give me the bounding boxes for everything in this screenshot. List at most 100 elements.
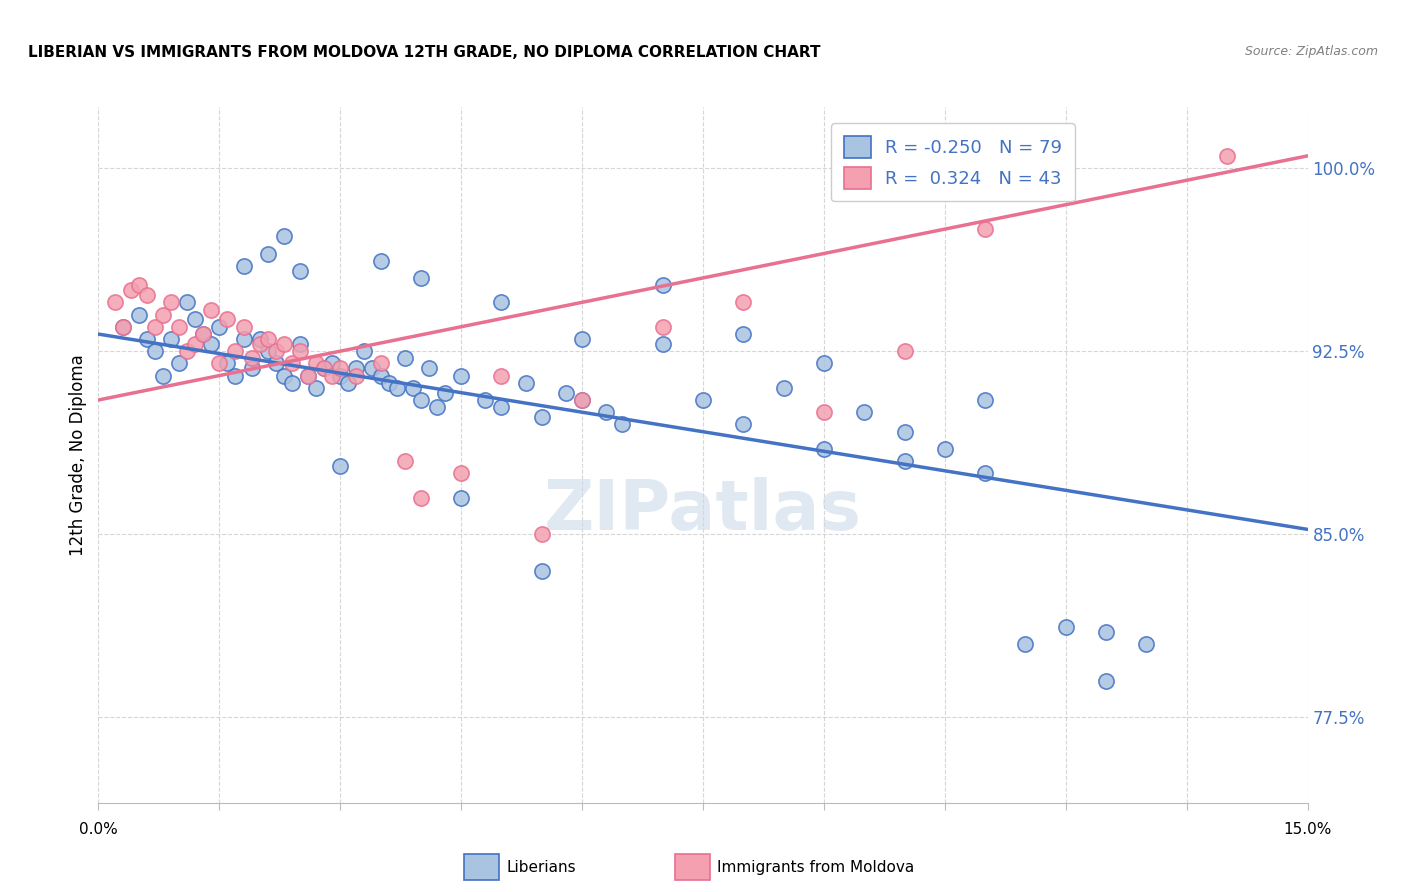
Point [733, 327, 755, 342]
Point [273, 229, 295, 244]
Point [143, 319, 166, 334]
Point [450, 491, 472, 505]
Point [491, 295, 513, 310]
Point [329, 458, 352, 473]
Point [208, 356, 231, 370]
Point [232, 259, 254, 273]
Point [288, 344, 311, 359]
Point [595, 405, 617, 419]
Point [321, 356, 343, 370]
Point [612, 417, 634, 432]
Point [974, 467, 997, 481]
Point [256, 246, 278, 260]
Point [974, 392, 997, 407]
Point [571, 392, 593, 407]
Point [651, 278, 673, 293]
Text: Liberians: Liberians [506, 860, 576, 874]
Point [385, 381, 408, 395]
Point [450, 467, 472, 481]
Point [135, 288, 157, 302]
Point [337, 376, 360, 390]
Point [249, 336, 271, 351]
Point [152, 308, 174, 322]
Point [692, 392, 714, 407]
Point [772, 381, 794, 395]
Point [314, 361, 336, 376]
Point [176, 344, 198, 359]
Point [515, 376, 537, 390]
Text: LIBERIAN VS IMMIGRANTS FROM MOLDOVA 12TH GRADE, NO DIPLOMA CORRELATION CHART: LIBERIAN VS IMMIGRANTS FROM MOLDOVA 12TH… [28, 45, 821, 60]
Point [853, 405, 876, 419]
Point [555, 385, 578, 400]
Point [264, 344, 287, 359]
Point [232, 332, 254, 346]
Point [264, 356, 287, 370]
Point [329, 361, 352, 376]
Point [232, 319, 254, 334]
Point [530, 410, 553, 425]
Point [361, 361, 384, 376]
Point [329, 368, 352, 383]
Point [281, 376, 304, 390]
Point [111, 319, 134, 334]
Point [176, 295, 198, 310]
Text: 0.0%: 0.0% [79, 822, 118, 838]
Point [353, 344, 375, 359]
Point [733, 417, 755, 432]
Point [426, 401, 449, 415]
Point [111, 319, 134, 334]
Point [160, 295, 183, 310]
Point [394, 454, 416, 468]
Point [288, 263, 311, 277]
Point [256, 332, 278, 346]
Point [491, 368, 513, 383]
Point [377, 376, 399, 390]
Point [256, 344, 278, 359]
Point [370, 253, 392, 268]
Point [530, 564, 553, 578]
Point [224, 344, 246, 359]
Point [409, 271, 432, 285]
Point [370, 356, 392, 370]
Point [813, 442, 835, 456]
Point [1095, 624, 1118, 639]
Point [273, 368, 295, 383]
Point [974, 222, 997, 236]
Point [893, 454, 915, 468]
Point [813, 405, 835, 419]
Point [288, 336, 311, 351]
Point [249, 332, 271, 346]
Point [217, 356, 239, 370]
Point [733, 295, 755, 310]
Point [344, 368, 367, 383]
Point [240, 351, 263, 366]
Point [167, 319, 190, 334]
Point [193, 327, 215, 342]
Point [208, 319, 231, 334]
Legend: R = -0.250   N = 79, R =  0.324   N = 43: R = -0.250 N = 79, R = 0.324 N = 43 [831, 123, 1074, 202]
Y-axis label: 12th Grade, No Diploma: 12th Grade, No Diploma [69, 354, 87, 556]
Point [103, 295, 125, 310]
Point [813, 356, 835, 370]
Point [305, 356, 328, 370]
Point [1014, 637, 1036, 651]
Point [491, 401, 513, 415]
Point [128, 278, 150, 293]
Point [571, 332, 593, 346]
Point [434, 385, 457, 400]
Point [224, 368, 246, 383]
Point [409, 392, 432, 407]
Point [1216, 149, 1239, 163]
Point [394, 351, 416, 366]
Point [217, 312, 239, 326]
Point [297, 368, 319, 383]
Point [418, 361, 440, 376]
Point [321, 368, 343, 383]
Point [120, 283, 142, 297]
Point [402, 381, 425, 395]
Text: Immigrants from Moldova: Immigrants from Moldova [717, 860, 914, 874]
Point [893, 425, 915, 439]
Point [184, 336, 207, 351]
Point [450, 368, 472, 383]
Point [1054, 620, 1077, 634]
